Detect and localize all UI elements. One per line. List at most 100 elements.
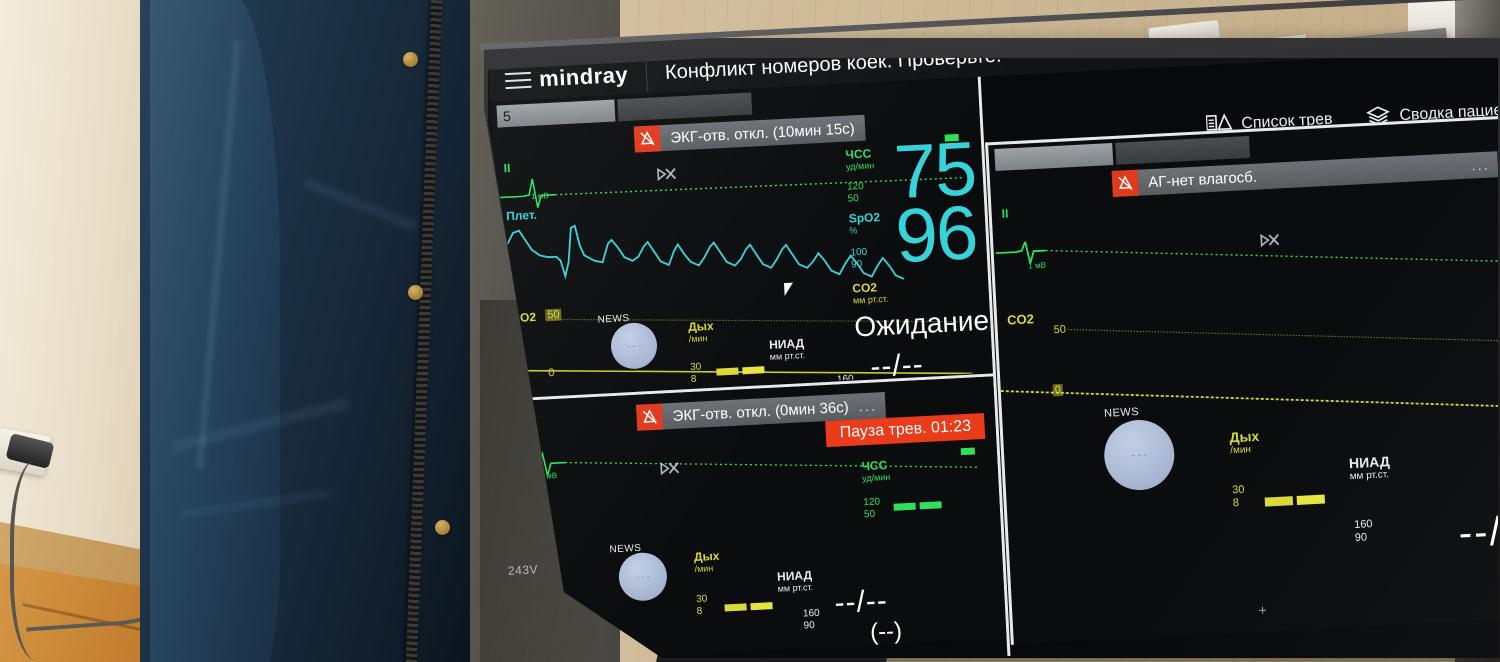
hr-label: ЧСС: [845, 146, 872, 162]
nibp-limit-high-right: 160: [1353, 518, 1373, 532]
jacket-snap-button: [403, 52, 418, 67]
hr-unit: уд/мин: [845, 160, 875, 172]
pane-bed-right[interactable]: АГ-нет влагосб. ... Пауза II 1 мВ: [985, 109, 1498, 645]
resp-limit-low: 8: [690, 373, 697, 385]
more-dots[interactable]: ...: [858, 396, 878, 415]
ecg-gain-label-right: 1 мВ: [1028, 260, 1047, 271]
hr-limit-low: 50: [847, 192, 860, 205]
nibp-limit-low-2: 90: [803, 619, 816, 632]
waveform-co2-grid-right: [1067, 328, 1498, 345]
hr-unit-2: уд/мин: [861, 471, 891, 484]
wave-label-ecg-ii-right: II: [1001, 206, 1009, 221]
waveform-ecg-ii-right: [995, 238, 1498, 265]
resp-unit-2: /мин: [694, 563, 714, 575]
ecg-gain-label-2: 1 мВ: [539, 471, 558, 481]
alarm-text: ЭКГ-отв. откл. (10мин 15с): [669, 119, 856, 147]
resp-limit-low-2: 8: [696, 605, 703, 617]
hr-pulse-indicator-2: [960, 447, 976, 456]
alarm-paused-icon: [1111, 169, 1139, 198]
resp-value-bars-2: [724, 602, 773, 612]
hr-pulse-indicator: [944, 133, 959, 142]
resp-label-right: Дых: [1229, 427, 1260, 446]
plus-marker: +: [1258, 601, 1268, 619]
co2-status-text: Ожидание: [853, 304, 990, 343]
pane-bed-bottom-left[interactable]: ЭКГ-отв. откл. (0мин 36с) ... Пауза трев…: [505, 376, 1007, 658]
wave-label-ecg-ii: II: [503, 161, 511, 176]
numeric-hr-2[interactable]: ЧСС уд/мин 120 50: [861, 458, 892, 520]
mouse-cursor: [783, 282, 799, 297]
wave-label-co2: CO2: [511, 309, 537, 326]
numeric-nibp-2[interactable]: НИАД мм рт.ст.: [777, 568, 814, 594]
news-label-right: NEWS: [1103, 405, 1140, 420]
alarm-paused-icon: [636, 403, 664, 431]
hamburger-icon[interactable]: [504, 71, 532, 90]
hr-label-2: ЧСС: [861, 458, 888, 474]
ecg-gain-label: 1 мВ: [530, 191, 549, 201]
spo2-unit: %: [849, 225, 858, 236]
nibp-limit-low-right: 90: [1354, 531, 1368, 544]
bed-tab-right-1[interactable]: [994, 142, 1114, 172]
bed-number-tab[interactable]: 5: [496, 99, 616, 128]
pane-bed-5[interactable]: 5 ЭКГ-отв. откл. (10мин 15с) II: [490, 76, 993, 398]
wave-label-ecg-ii-2: II: [517, 444, 526, 459]
nibp-value-right[interactable]: --/--: [1457, 507, 1498, 556]
hr-limit-low-2: 50: [863, 508, 876, 520]
resp-unit-right: /мин: [1229, 444, 1252, 457]
numeric-resp-right[interactable]: Дых /мин 30 8: [1229, 428, 1263, 510]
resp-label: Дых: [687, 318, 714, 335]
numeric-spo2[interactable]: SpO2 % 100 90: [848, 210, 882, 271]
jacket-snap-button: [435, 520, 450, 535]
header-actions: Список трев Сводка пациента: [1205, 88, 1498, 144]
waveform-ecg-ii-2: [510, 451, 980, 476]
wave-label-co2-right: CO2: [1006, 311, 1035, 328]
waveform-pleth: [497, 224, 905, 280]
alarm-text-right: АГ-нет влагосб.: [1147, 168, 1258, 191]
nibp-unit-2: мм рт.ст.: [777, 581, 814, 594]
nibp-value-2[interactable]: --/--: [833, 584, 889, 620]
co2-unit: мм рт.ст.: [852, 293, 889, 306]
waveform-ecg-ii: [497, 176, 965, 208]
hr-value-bars: [893, 501, 942, 511]
news-score-value: - - -: [626, 340, 642, 352]
nibp-map-value-2: (--): [869, 617, 903, 647]
alarm-strip-ecg-lead-off-2[interactable]: ЭКГ-отв. откл. (0мин 36с) ...: [636, 392, 886, 431]
numeric-resp-2[interactable]: Дых /мин 30 8: [694, 549, 723, 617]
numeric-co2[interactable]: CO2 мм рт.ст.: [852, 280, 889, 306]
power-cable-2: [10, 460, 74, 660]
waveform-co2-upper-grid: [545, 318, 967, 323]
divider: [645, 58, 648, 91]
numeric-hr[interactable]: ЧСС уд/мин 120 50: [845, 146, 876, 204]
nibp-unit-right: мм рт.ст.: [1349, 469, 1390, 483]
numeric-nibp-right[interactable]: НИАД мм рт.ст.: [1349, 453, 1391, 482]
alarm-strip-ag-no-watertrap[interactable]: АГ-нет влагосб. ...: [1111, 151, 1498, 198]
resp-label-2: Дых: [693, 548, 720, 565]
jacket-snap-button: [408, 285, 423, 300]
navy-jacket-sleeve: [150, 0, 280, 662]
lead-off-icon: [1259, 231, 1280, 250]
resp-unit: /мин: [688, 333, 708, 345]
more-dots-right[interactable]: ...: [1470, 156, 1491, 175]
news-score-circle-2[interactable]: - - -: [617, 551, 669, 602]
resp-limit-low-right: 8: [1232, 496, 1240, 509]
monitor-screen: mindray Конфликт номеров коек. Проверьте…: [488, 58, 1498, 658]
co2-scale-high-right: 50: [1053, 323, 1067, 337]
screen-content: mindray Конфликт номеров коек. Проверьте…: [488, 58, 1498, 658]
spo2-value[interactable]: 96: [893, 190, 979, 280]
waveform-co2-baseline-right: [1000, 390, 1498, 411]
alarm-list-button[interactable]: Список трев: [1205, 108, 1333, 138]
patient-monitor: 243V mindray Конфликт номеров коек. Пров…: [478, 0, 1500, 662]
nibp-limit-high-2: 160: [802, 607, 820, 620]
resp-value-bars-right: [1264, 494, 1326, 507]
numeric-nibp[interactable]: НИАД мм рт.ст.: [769, 336, 806, 362]
numeric-resp[interactable]: Дых /мин 30 8: [688, 319, 717, 385]
bed-tab-empty[interactable]: [617, 92, 753, 122]
alarm-strip-ecg-lead-off[interactable]: ЭКГ-отв. откл. (10мин 15с): [633, 114, 866, 153]
alarm-list-icon: [1205, 113, 1233, 138]
bed-tab-right-2[interactable]: [1115, 135, 1251, 165]
nibp-unit: мм рт.ст.: [769, 350, 806, 362]
spo2-limit-low: 90: [850, 258, 863, 271]
alarm-paused-icon: [633, 125, 662, 153]
news-score-value-2: - - -: [635, 571, 651, 583]
spo2-label: SpO2: [848, 210, 881, 226]
